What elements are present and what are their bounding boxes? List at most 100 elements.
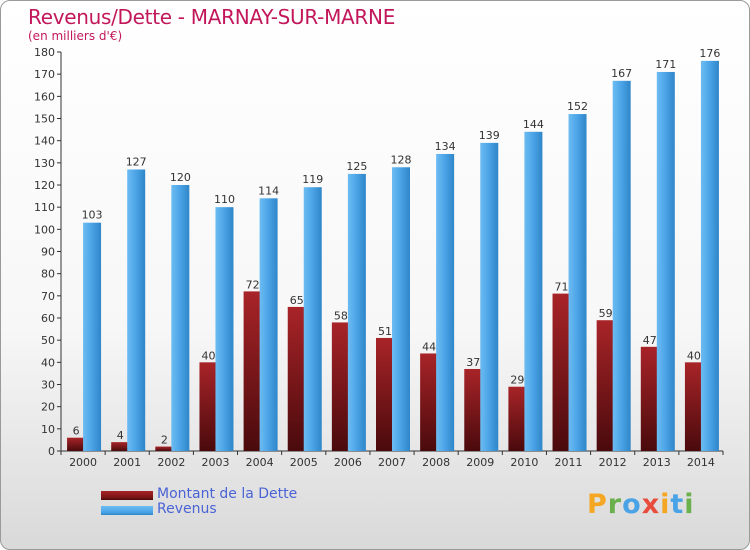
bar-revenue[interactable] bbox=[700, 60, 719, 451]
bar-revenue[interactable] bbox=[436, 153, 455, 451]
y-tick-label: 160 bbox=[34, 90, 55, 103]
bar-revenue[interactable] bbox=[524, 131, 543, 452]
y-tick-label: 90 bbox=[41, 246, 55, 259]
data-label-revenue: 152 bbox=[567, 100, 588, 113]
y-tick-label: 70 bbox=[41, 290, 55, 303]
data-label-debt: 59 bbox=[599, 307, 613, 320]
y-tick-label: 30 bbox=[41, 379, 55, 392]
bar-debt[interactable] bbox=[464, 368, 483, 451]
bar-revenue[interactable] bbox=[656, 71, 675, 451]
data-label-revenue: 110 bbox=[214, 193, 235, 206]
y-tick-label: 120 bbox=[34, 179, 55, 192]
y-tick-label: 40 bbox=[41, 356, 55, 369]
data-label-revenue: 139 bbox=[479, 129, 500, 142]
data-label-revenue: 125 bbox=[346, 160, 367, 173]
data-label-revenue: 119 bbox=[302, 173, 323, 186]
y-tick-label: 150 bbox=[34, 113, 55, 126]
x-tick-label: 2004 bbox=[246, 456, 274, 469]
bar-debt[interactable] bbox=[243, 291, 262, 451]
data-label-revenue: 176 bbox=[699, 47, 720, 60]
bar-revenue[interactable] bbox=[568, 114, 587, 452]
x-tick-label: 2010 bbox=[510, 456, 538, 469]
bar-revenue[interactable] bbox=[127, 169, 146, 451]
y-tick-label: 60 bbox=[41, 312, 55, 325]
data-label-revenue: 114 bbox=[258, 184, 279, 197]
y-tick-label: 130 bbox=[34, 157, 55, 170]
y-tick-label: 140 bbox=[34, 135, 55, 148]
bar-debt[interactable] bbox=[67, 437, 86, 451]
data-label-revenue: 167 bbox=[611, 67, 632, 80]
bar-debt[interactable] bbox=[640, 346, 659, 451]
x-tick-label: 2013 bbox=[643, 456, 671, 469]
bar-debt[interactable] bbox=[155, 446, 174, 451]
legend-label-debt: Montant de la Dette bbox=[157, 486, 298, 502]
bar-revenue[interactable] bbox=[171, 185, 190, 451]
logo-letter: r bbox=[607, 489, 623, 520]
logo-letter: P bbox=[587, 489, 608, 520]
x-tick-label: 2001 bbox=[113, 456, 141, 469]
data-label-debt: 40 bbox=[201, 349, 215, 362]
legend-swatch-revenue bbox=[101, 506, 153, 515]
bar-debt[interactable] bbox=[508, 386, 527, 451]
bar-revenue[interactable] bbox=[612, 80, 631, 452]
bar-revenue[interactable] bbox=[392, 167, 410, 451]
logo-letter: i bbox=[684, 489, 695, 520]
x-tick-label: 2002 bbox=[157, 456, 185, 469]
legend-swatch-debt bbox=[101, 491, 153, 500]
data-label-debt: 58 bbox=[334, 309, 348, 322]
x-tick-label: 2007 bbox=[378, 456, 406, 469]
data-label-debt: 44 bbox=[422, 340, 436, 353]
data-label-revenue: 120 bbox=[170, 171, 191, 184]
data-label-debt: 72 bbox=[246, 278, 260, 291]
y-tick-label: 10 bbox=[41, 423, 55, 436]
x-tick-label: 2005 bbox=[290, 456, 318, 469]
x-tick-label: 2008 bbox=[422, 456, 450, 469]
bar-debt[interactable] bbox=[684, 362, 703, 451]
x-tick-label: 2003 bbox=[201, 456, 229, 469]
bar-debt[interactable] bbox=[111, 442, 130, 451]
bar-revenue[interactable] bbox=[303, 187, 322, 451]
x-tick-label: 2009 bbox=[466, 456, 494, 469]
bar-debt[interactable] bbox=[287, 306, 306, 451]
logo-letter: i bbox=[660, 489, 671, 520]
y-tick-label: 80 bbox=[41, 268, 55, 281]
bar-revenue[interactable] bbox=[215, 207, 234, 451]
bar-debt[interactable] bbox=[331, 322, 350, 451]
bar-revenue[interactable] bbox=[480, 142, 499, 451]
bar-debt[interactable] bbox=[420, 353, 439, 451]
chart-title: Revenus/Dette - MARNAY-SUR-MARNE bbox=[28, 5, 396, 29]
y-tick-label: 100 bbox=[34, 223, 55, 236]
data-label-debt: 40 bbox=[687, 349, 701, 362]
data-label-debt: 65 bbox=[290, 294, 304, 307]
data-label-debt: 29 bbox=[510, 374, 524, 387]
bar-debt[interactable] bbox=[199, 362, 218, 451]
data-label-debt: 2 bbox=[161, 434, 168, 447]
bar-revenue[interactable] bbox=[347, 173, 366, 451]
data-label-revenue: 171 bbox=[655, 58, 676, 71]
x-tick-label: 2011 bbox=[555, 456, 583, 469]
bar-revenue[interactable] bbox=[259, 198, 278, 451]
chart-subtitle: (en milliers d'€) bbox=[28, 29, 123, 43]
data-label-revenue: 103 bbox=[82, 209, 103, 222]
bar-debt[interactable] bbox=[596, 320, 615, 451]
logo-letter: t bbox=[670, 489, 685, 520]
x-tick-label: 2012 bbox=[599, 456, 627, 469]
bar-debt[interactable] bbox=[376, 337, 394, 451]
data-label-debt: 71 bbox=[555, 281, 569, 294]
x-tick-label: 2014 bbox=[687, 456, 715, 469]
data-label-revenue: 134 bbox=[435, 140, 456, 153]
proxiti-logo[interactable]: Proxiti bbox=[587, 489, 695, 520]
bar-debt[interactable] bbox=[552, 293, 571, 451]
data-label-debt: 37 bbox=[466, 356, 480, 369]
logo-letter: o bbox=[622, 489, 642, 520]
data-label-revenue: 128 bbox=[391, 153, 412, 166]
y-tick-label: 50 bbox=[41, 334, 55, 347]
y-tick-label: 180 bbox=[34, 46, 55, 59]
x-tick-label: 2000 bbox=[69, 456, 97, 469]
y-tick-label: 20 bbox=[41, 401, 55, 414]
y-tick-label: 170 bbox=[34, 68, 55, 81]
bar-revenue[interactable] bbox=[83, 222, 102, 451]
y-tick-label: 110 bbox=[34, 201, 55, 214]
data-label-revenue: 144 bbox=[523, 118, 544, 131]
